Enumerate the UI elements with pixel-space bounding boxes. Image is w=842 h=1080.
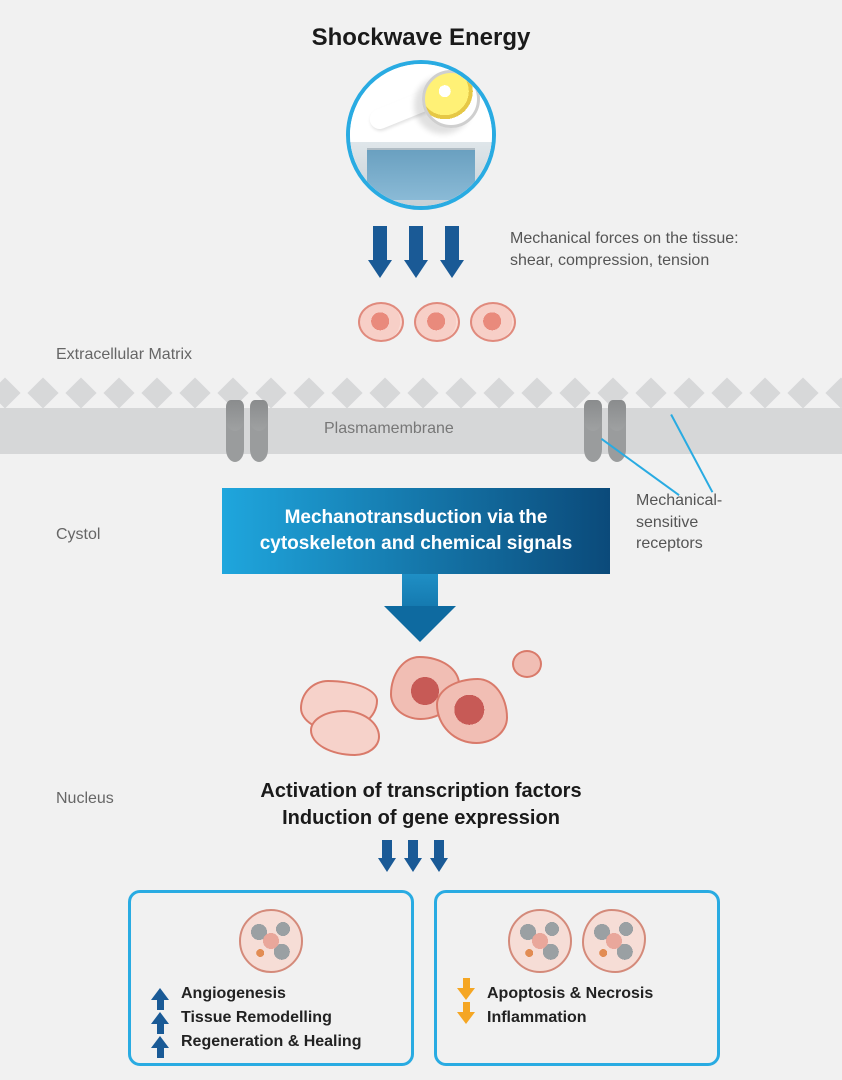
arrow-down-icon bbox=[440, 226, 464, 278]
forces-annotation-line2: shear, compression, tension bbox=[510, 252, 709, 269]
cell-organelle-icon bbox=[508, 909, 572, 973]
outcome-item-label: Tissue Remodelling bbox=[181, 1009, 332, 1027]
list-item: Regeneration & Healing bbox=[151, 1033, 391, 1051]
receptor-annotation-line2: sensitive bbox=[636, 514, 698, 531]
arrow-down-small-icon bbox=[457, 988, 475, 1000]
outcome-box-up: Angiogenesis Tissue Remodelling Regenera… bbox=[128, 890, 414, 1066]
list-item: Angiogenesis bbox=[151, 985, 391, 1003]
outcome-item-label: Regeneration & Healing bbox=[181, 1033, 361, 1051]
arrow-down-icon bbox=[430, 840, 448, 872]
cell-cluster bbox=[300, 650, 560, 760]
mechanotransduction-box: Mechanotransduction via the cytoskeleton… bbox=[222, 488, 610, 574]
outcome-item-label: Apoptosis & Necrosis bbox=[487, 985, 653, 1003]
arrow-down-icon bbox=[378, 840, 396, 872]
receptor-annotation: Mechanical- sensitive receptors bbox=[636, 490, 722, 555]
nucleus-heading: Activation of transcription factors Indu… bbox=[0, 778, 842, 832]
ecm-cell-icon bbox=[358, 302, 404, 342]
cystol-label: Cystol bbox=[56, 526, 100, 544]
cell-organelle-spiky-icon bbox=[582, 909, 646, 973]
arrow-up-icon bbox=[151, 988, 169, 1000]
arrow-down-icon bbox=[404, 226, 428, 278]
forces-annotation: Mechanical forces on the tissue: shear, … bbox=[510, 228, 739, 271]
plasma-membrane-label: Plasmamembrane bbox=[324, 420, 454, 438]
mechanotransduction-text: Mechanotransduction via the cytoskeleton… bbox=[250, 505, 582, 556]
outcome-box-down: Apoptosis & Necrosis Inflammation bbox=[434, 890, 720, 1066]
arrow-down-icon bbox=[404, 840, 422, 872]
receptor-icon bbox=[226, 400, 244, 462]
outcome-down-list: Apoptosis & Necrosis Inflammation bbox=[457, 985, 697, 1027]
receptor-annotation-line3: receptors bbox=[636, 535, 703, 552]
arrow-up-icon bbox=[151, 1012, 169, 1024]
nucleus-arrow-row bbox=[378, 840, 448, 872]
receptor-icon bbox=[250, 400, 268, 462]
outcome-up-list: Angiogenesis Tissue Remodelling Regenera… bbox=[151, 985, 391, 1051]
device-circle-icon bbox=[346, 60, 496, 210]
ecm-cell-row bbox=[358, 302, 516, 342]
big-arrow-down-icon bbox=[384, 574, 456, 642]
arrow-up-icon bbox=[151, 1036, 169, 1048]
list-item: Tissue Remodelling bbox=[151, 1009, 391, 1027]
receptor-annotation-line1: Mechanical- bbox=[636, 492, 722, 509]
forces-arrow-row bbox=[368, 226, 464, 278]
forces-annotation-line1: Mechanical forces on the tissue: bbox=[510, 230, 739, 247]
receptor-icon bbox=[584, 400, 602, 462]
nucleus-heading-line1: Activation of transcription factors bbox=[260, 780, 581, 802]
list-item: Inflammation bbox=[457, 1009, 697, 1027]
ecm-cell-icon bbox=[414, 302, 460, 342]
cell-icon bbox=[436, 678, 508, 744]
page-title: Shockwave Energy bbox=[0, 24, 842, 52]
outcome-item-label: Angiogenesis bbox=[181, 985, 286, 1003]
cell-icon bbox=[512, 650, 542, 678]
arrow-down-small-icon bbox=[457, 1012, 475, 1024]
ecm-diamond-strip bbox=[0, 382, 842, 404]
list-item: Apoptosis & Necrosis bbox=[457, 985, 697, 1003]
cell-organelle-icon bbox=[239, 909, 303, 973]
outcome-item-label: Inflammation bbox=[487, 1009, 587, 1027]
ecm-cell-icon bbox=[470, 302, 516, 342]
arrow-down-icon bbox=[368, 226, 392, 278]
nucleus-heading-line2: Induction of gene expression bbox=[282, 807, 560, 829]
ecm-label: Extracellular Matrix bbox=[56, 346, 192, 364]
